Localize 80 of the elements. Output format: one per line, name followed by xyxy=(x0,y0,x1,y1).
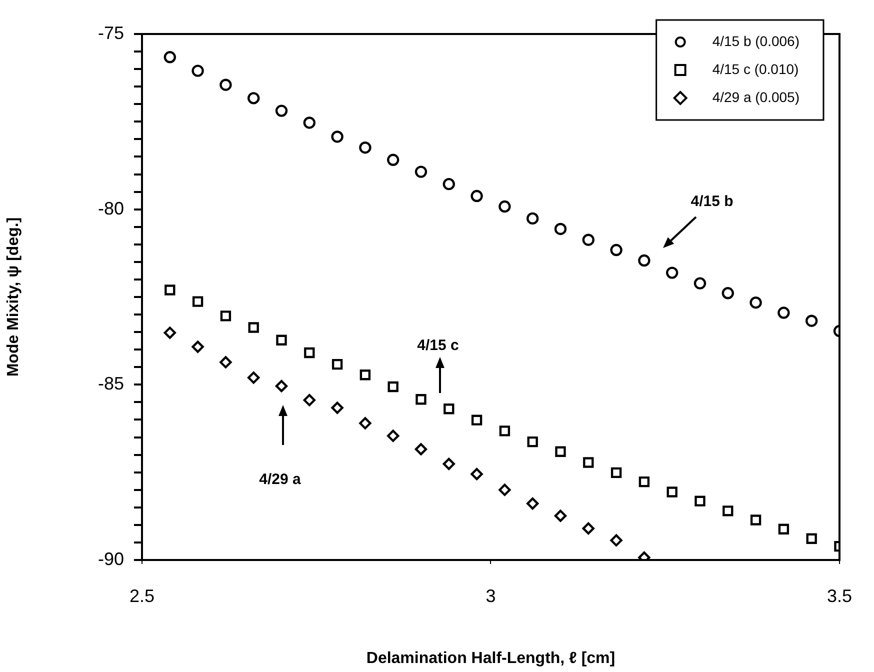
y-tick-label: -75 xyxy=(98,22,124,43)
point xyxy=(722,287,734,300)
y-tick-label: -85 xyxy=(98,374,124,394)
point xyxy=(332,358,343,370)
point xyxy=(526,497,539,510)
annotation: 4/29 a xyxy=(259,471,302,488)
point xyxy=(192,64,204,77)
point xyxy=(582,234,594,246)
point xyxy=(164,326,176,339)
point xyxy=(220,356,232,368)
point xyxy=(192,296,204,307)
point xyxy=(192,340,204,353)
point xyxy=(360,370,371,380)
x-tick-label: 3.5 xyxy=(826,586,852,606)
point xyxy=(444,404,454,414)
annotation: 4/15 b xyxy=(690,193,734,210)
point xyxy=(248,322,259,333)
point xyxy=(164,51,176,64)
point xyxy=(694,496,706,506)
y-axis-title: Mode Mixity, ψ [deg.] xyxy=(5,217,22,377)
point xyxy=(331,402,344,414)
point xyxy=(386,430,400,442)
point xyxy=(527,436,538,448)
point xyxy=(220,78,232,91)
x-tick-label: 2.5 xyxy=(129,586,155,606)
legend-label: 4/15 c (0.010) xyxy=(712,60,799,77)
point xyxy=(248,372,260,384)
point xyxy=(275,104,288,117)
point xyxy=(416,394,426,405)
point xyxy=(638,476,650,488)
point xyxy=(610,534,622,546)
point xyxy=(498,484,511,496)
point xyxy=(442,178,455,190)
point xyxy=(220,310,232,322)
point xyxy=(666,486,678,498)
point xyxy=(498,200,511,213)
point xyxy=(303,116,316,129)
point xyxy=(470,190,483,202)
x-tick-label: 3 xyxy=(486,586,496,606)
point xyxy=(554,510,567,522)
point xyxy=(471,414,482,426)
point xyxy=(164,284,176,296)
point xyxy=(583,457,594,468)
point xyxy=(414,443,428,456)
point xyxy=(555,446,566,457)
point xyxy=(638,254,650,267)
point xyxy=(359,142,372,154)
y-tick-label: -90 xyxy=(98,548,124,569)
point xyxy=(554,222,567,236)
point xyxy=(303,394,316,406)
point xyxy=(722,506,734,516)
point xyxy=(805,314,818,327)
point xyxy=(582,522,594,535)
point xyxy=(778,524,790,534)
point xyxy=(499,426,510,436)
point xyxy=(442,458,455,470)
point xyxy=(276,334,287,346)
point xyxy=(388,381,398,392)
point xyxy=(248,92,260,104)
point xyxy=(470,468,483,480)
point xyxy=(750,296,762,309)
point xyxy=(610,467,622,478)
point xyxy=(275,380,288,392)
point xyxy=(806,533,817,544)
point xyxy=(331,130,344,143)
legend-label: 4/29 a (0.005) xyxy=(712,88,800,105)
point xyxy=(359,417,372,430)
point xyxy=(778,306,790,319)
point xyxy=(304,347,315,358)
annotation: 4/15 c xyxy=(417,337,459,354)
y-tick-label: -80 xyxy=(98,198,124,218)
point xyxy=(666,266,678,279)
point xyxy=(694,277,706,290)
point xyxy=(610,244,622,256)
point xyxy=(386,154,400,166)
point xyxy=(414,166,428,178)
point xyxy=(750,514,762,526)
point xyxy=(526,212,539,225)
legend-label: 4/15 b (0.006) xyxy=(712,32,800,49)
x-axis-title: Delamination Half-Length, ℓ [cm] xyxy=(366,650,616,667)
